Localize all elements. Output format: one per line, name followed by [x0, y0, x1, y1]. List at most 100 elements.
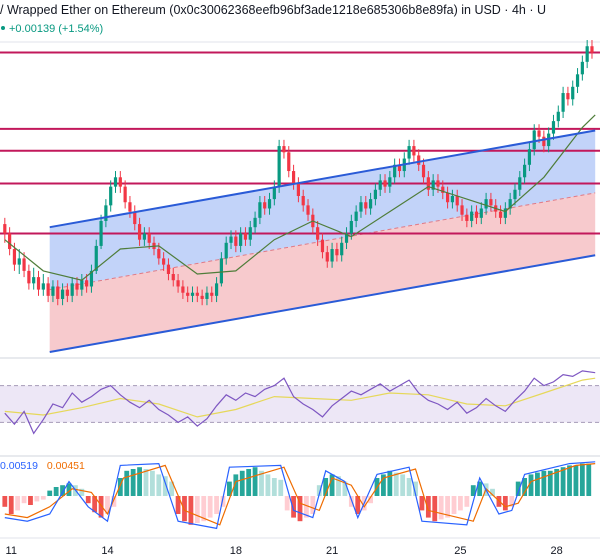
- histogram-bar: [227, 481, 232, 496]
- histogram-bar: [150, 470, 155, 496]
- candle-body: [316, 227, 320, 240]
- candle-body: [89, 270, 94, 287]
- histogram-bar: [406, 478, 412, 496]
- candle-body: [277, 146, 281, 187]
- histogram-bar: [98, 496, 104, 518]
- histogram-bar: [143, 469, 149, 496]
- histogram-bar: [579, 463, 585, 496]
- candle-body: [243, 233, 248, 240]
- candle-body: [56, 286, 60, 299]
- histogram-bar: [567, 465, 572, 496]
- candle-body: [450, 196, 455, 203]
- candle-body: [200, 295, 204, 299]
- histogram-bar: [53, 487, 59, 496]
- candle-body: [335, 249, 339, 256]
- candle-body: [27, 270, 31, 284]
- channel-lower-line: [49, 254, 596, 353]
- candle-body: [532, 130, 536, 150]
- candle-body: [8, 233, 12, 250]
- candle-body: [157, 249, 161, 259]
- histogram-bar: [8, 496, 14, 514]
- candle-body: [561, 93, 565, 112]
- candle-body: [46, 283, 50, 296]
- candle-body: [354, 211, 358, 221]
- candle-body: [397, 164, 402, 172]
- candle-body: [205, 292, 209, 299]
- x-tick-label: 11: [6, 545, 17, 557]
- histogram-bar: [284, 496, 290, 511]
- histogram-bar: [387, 470, 393, 496]
- histogram-bar: [111, 496, 117, 507]
- histogram-bar: [175, 496, 181, 514]
- histogram-bar: [194, 496, 200, 523]
- candle-body: [344, 233, 349, 243]
- histogram-bar: [413, 481, 418, 496]
- chart-title: / Wrapped Ether on Ethereum (0x0c3006236…: [0, 3, 546, 17]
- candle-body: [383, 180, 387, 187]
- x-tick-label: 14: [101, 545, 113, 557]
- candle-body: [137, 224, 142, 240]
- candle-body: [99, 220, 103, 246]
- candle-body: [340, 242, 344, 256]
- candle-body: [359, 202, 363, 212]
- candle-body: [41, 283, 45, 290]
- candle-body: [470, 211, 474, 221]
- candle-body: [239, 233, 243, 246]
- price-panel: [0, 40, 600, 353]
- candle-body: [436, 180, 440, 187]
- x-tick-label: 28: [551, 545, 563, 557]
- histogram-bar: [445, 496, 450, 518]
- candle-body: [210, 292, 214, 296]
- candle-body: [113, 177, 118, 187]
- candle-body: [214, 283, 219, 296]
- candle-body: [426, 177, 430, 190]
- candle-body: [181, 286, 185, 293]
- change-pct: (+1.54%): [58, 23, 104, 35]
- candle-body: [556, 111, 560, 122]
- histogram-bar: [310, 496, 316, 514]
- histogram-bar: [271, 478, 277, 496]
- candle-body: [70, 283, 74, 296]
- candle-body: [104, 205, 108, 221]
- candle-body: [123, 186, 127, 203]
- histogram-bar: [522, 478, 527, 496]
- histogram-bar: [220, 496, 226, 507]
- candle-body: [575, 74, 580, 87]
- candle-body: [65, 289, 69, 296]
- candle-body: [109, 186, 113, 206]
- histogram-bar: [66, 483, 72, 496]
- candle-body: [417, 155, 421, 165]
- histogram-bar: [368, 496, 373, 504]
- histogram-bar: [541, 470, 547, 496]
- histogram-bar: [92, 496, 98, 513]
- candle-body: [407, 146, 411, 159]
- candle-body: [296, 183, 300, 196]
- histogram-bar: [252, 467, 258, 496]
- candle-body: [498, 211, 503, 218]
- candle-body: [75, 283, 79, 290]
- candle-body: [263, 202, 267, 209]
- histogram-bar: [182, 496, 187, 522]
- candle-body: [455, 196, 459, 206]
- candle-body: [60, 289, 65, 299]
- candle-body: [17, 258, 21, 265]
- candle-body: [234, 236, 238, 246]
- histogram-bar: [297, 496, 303, 522]
- x-axis: 11 14 18 21 25 28: [0, 537, 600, 557]
- moving-average-line: [4, 114, 596, 281]
- price-change: +0.00139 (+1.54%): [0, 23, 103, 35]
- oscillator-slow-line: [4, 463, 596, 526]
- candle-body: [22, 258, 26, 271]
- histogram-bar: [137, 467, 142, 496]
- histogram-bar: [554, 469, 560, 496]
- histogram-bar: [85, 496, 91, 504]
- candle-body: [267, 199, 272, 209]
- histogram-bar: [535, 472, 540, 496]
- candle-body: [258, 202, 262, 218]
- candle-body: [147, 233, 151, 243]
- rsi-band: [0, 385, 600, 423]
- candle-body: [282, 146, 286, 153]
- histogram-bar: [162, 476, 168, 496]
- candle-body: [571, 86, 575, 100]
- candle-body: [441, 186, 445, 193]
